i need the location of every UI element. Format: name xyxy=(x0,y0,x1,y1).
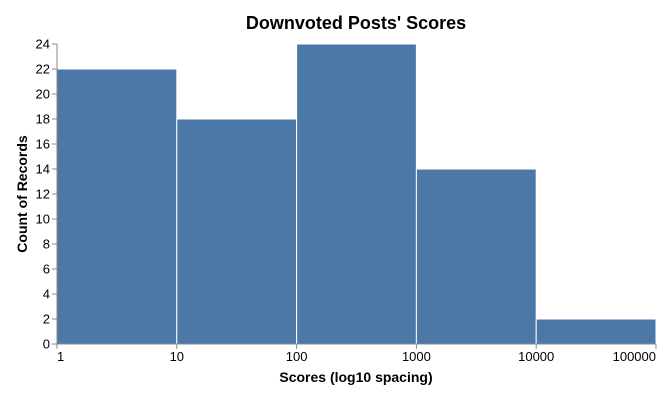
y-tick-label: 4 xyxy=(43,287,50,302)
y-tick-label: 18 xyxy=(36,112,50,127)
histogram-bar-5 xyxy=(535,318,657,345)
y-axis-title: Count of Records xyxy=(14,135,30,253)
x-tick-label: 1000 xyxy=(402,349,431,364)
y-tick-label: 12 xyxy=(36,187,50,202)
x-tick-label: 1 xyxy=(57,349,64,364)
x-axis: 1 10 100 1000 10000 100000 xyxy=(56,343,657,364)
y-tick-label: 10 xyxy=(36,212,50,227)
y-tick-label: 24 xyxy=(36,37,50,52)
y-tick-label: 20 xyxy=(36,87,50,102)
x-tick-label: 10000 xyxy=(518,349,554,364)
x-axis-title: Scores (log10 spacing) xyxy=(279,369,432,385)
x-tick-label: 100 xyxy=(286,349,308,364)
bars-group xyxy=(56,43,657,345)
y-tick-label: 22 xyxy=(36,62,50,77)
histogram-bar-1 xyxy=(56,68,178,345)
x-tick-label: 10 xyxy=(170,349,184,364)
histogram-bar-2 xyxy=(176,118,298,345)
y-tick-label: 8 xyxy=(43,237,50,252)
y-tick-label: 2 xyxy=(43,312,50,327)
histogram-bar-4 xyxy=(415,168,537,345)
y-tick-label: 16 xyxy=(36,137,50,152)
chart-title: Downvoted Posts' Scores xyxy=(246,13,466,33)
histogram-bar-3 xyxy=(296,43,417,345)
x-tick-label: 100000 xyxy=(613,349,656,364)
y-tick-label: 6 xyxy=(43,262,50,277)
y-tick-label: 14 xyxy=(36,162,50,177)
y-tick-label: 0 xyxy=(43,337,50,352)
